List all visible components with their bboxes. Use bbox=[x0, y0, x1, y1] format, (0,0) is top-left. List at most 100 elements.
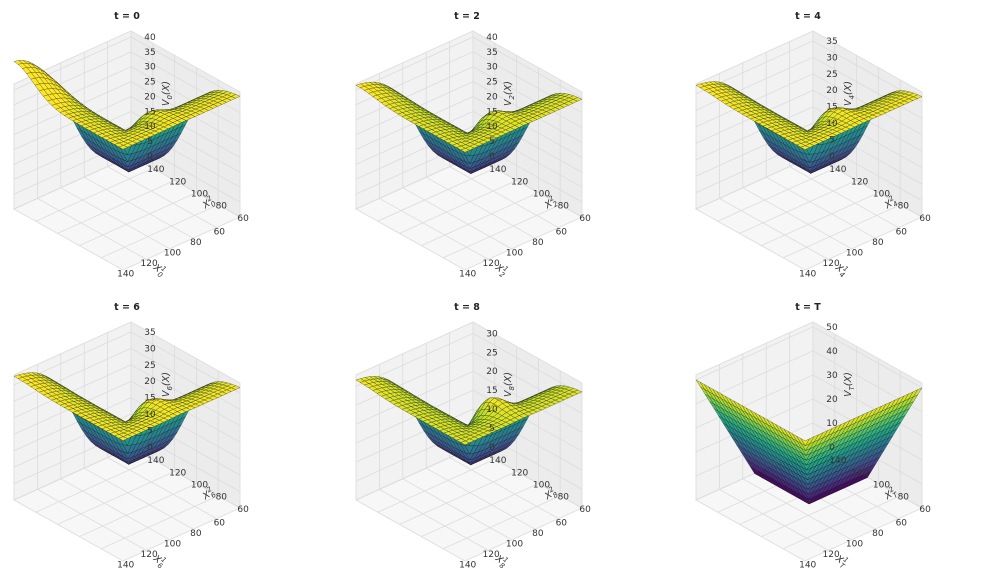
x-tick-label: 80 bbox=[872, 529, 884, 539]
z-tick-label: 5 bbox=[147, 137, 153, 147]
z-tick-label: 15 bbox=[826, 103, 837, 113]
gridline bbox=[84, 467, 194, 530]
z-tick-label: 10 bbox=[144, 410, 156, 420]
gridline bbox=[789, 166, 899, 228]
gridline bbox=[426, 176, 536, 239]
y-tick-label: 60 bbox=[237, 214, 249, 224]
z-tick-label: 10 bbox=[486, 122, 498, 132]
x-tick-label: 140 bbox=[459, 561, 476, 571]
z-tick-label: 35 bbox=[144, 328, 155, 338]
z-tick-label: 0 bbox=[147, 443, 153, 453]
z-tick-label: 50 bbox=[826, 323, 838, 333]
subplot-t4: t = 4 140 120 100 80 60 60 80 100 120 140 0 5 10 15 20 2… bbox=[694, 11, 931, 280]
x-tick-label: 60 bbox=[896, 227, 908, 237]
z-tick-label: 40 bbox=[144, 33, 156, 43]
subplot-title: t = 6 bbox=[114, 302, 140, 313]
gridline bbox=[355, 51, 583, 114]
surface bbox=[695, 81, 923, 174]
subplot-title: t = 4 bbox=[795, 11, 821, 22]
z-tick-label: 40 bbox=[486, 33, 498, 43]
z-tick-label: 0 bbox=[147, 152, 153, 162]
z-tick-label: 5 bbox=[489, 137, 495, 147]
gridline bbox=[13, 36, 241, 99]
gridline bbox=[443, 204, 561, 259]
z-tick-label: 30 bbox=[486, 329, 498, 339]
gridline bbox=[719, 198, 829, 260]
gridline bbox=[13, 125, 241, 188]
z-tick-label: 35 bbox=[826, 37, 837, 47]
z-tick-label: 20 bbox=[144, 377, 156, 387]
x-tick-label: 140 bbox=[799, 561, 816, 571]
z-tick-label: 10 bbox=[486, 405, 498, 415]
x-tick-label: 120 bbox=[483, 259, 500, 269]
y-tick-label: 140 bbox=[147, 165, 164, 175]
surface bbox=[13, 372, 241, 465]
y-tick-label: 100 bbox=[191, 190, 208, 200]
gridline bbox=[13, 110, 241, 173]
z-tick-label: 15 bbox=[486, 386, 497, 396]
z-tick-label: 5 bbox=[829, 136, 835, 146]
y-tick-label: 100 bbox=[533, 190, 550, 200]
subplot-t0: t = 0 140 120 100 80 60 60 80 100 120 140 0 5 10 15 20 2… bbox=[12, 11, 249, 280]
x-tick-label: 140 bbox=[459, 270, 476, 280]
z-tick-label: 30 bbox=[144, 344, 156, 354]
surface-facet bbox=[800, 145, 810, 150]
y-tick-label: 80 bbox=[898, 493, 910, 503]
gridline bbox=[37, 489, 147, 551]
z-tick-label: 25 bbox=[144, 361, 155, 371]
gridline bbox=[402, 187, 512, 250]
z-tick-label: 20 bbox=[826, 86, 838, 96]
subplot-t6: t = 614012010080606080100120140051015202… bbox=[12, 302, 249, 571]
y-tick-label: 60 bbox=[579, 505, 591, 515]
y-tick-label: 80 bbox=[558, 202, 570, 212]
x-tick-label: 100 bbox=[506, 540, 523, 550]
subplot-t2: t = 2 140 120 100 80 60 60 80 100 120 140 0 5 10 15 20 2… bbox=[354, 11, 591, 280]
subplot-title: t = 8 bbox=[454, 302, 480, 313]
y-tick-label: 60 bbox=[919, 505, 931, 515]
x-tick-label: 80 bbox=[190, 529, 202, 539]
gridline bbox=[421, 192, 539, 246]
x-tick-label: 140 bbox=[117, 561, 134, 571]
x-tick-label: 80 bbox=[532, 238, 544, 248]
y-tick-label: 60 bbox=[919, 214, 931, 224]
gridline bbox=[761, 192, 879, 246]
gridline bbox=[449, 166, 559, 228]
gridline bbox=[783, 204, 901, 259]
gridline bbox=[739, 180, 857, 234]
gridline bbox=[57, 180, 175, 234]
z-tick-label: 15 bbox=[144, 394, 155, 404]
y-tick-label: 80 bbox=[216, 202, 228, 212]
x-tick-label: 100 bbox=[164, 249, 181, 259]
z-tick-label: 20 bbox=[486, 92, 498, 102]
gridline bbox=[13, 413, 241, 476]
x-tick-label: 60 bbox=[556, 518, 568, 528]
z-tick-label: 35 bbox=[486, 48, 497, 58]
x-tick-label: 140 bbox=[117, 270, 134, 280]
z-tick-label: 25 bbox=[826, 70, 837, 80]
z-tick-label: 0 bbox=[829, 152, 835, 162]
gridline bbox=[355, 81, 583, 143]
z-tick-label: 20 bbox=[826, 395, 838, 405]
x-tick-label: 60 bbox=[214, 518, 226, 528]
x-tick-label: 60 bbox=[556, 227, 568, 237]
y-tick-label: 140 bbox=[829, 165, 846, 175]
z-tick-label: 30 bbox=[144, 63, 156, 73]
z-tick-label: 0 bbox=[829, 443, 835, 453]
gridline bbox=[101, 495, 219, 550]
y-tick-label: 140 bbox=[489, 456, 506, 466]
gridline bbox=[766, 176, 876, 239]
subplot-title: t = T bbox=[795, 302, 821, 313]
gridline bbox=[101, 204, 219, 259]
gridline bbox=[355, 96, 583, 158]
z-axis-label: V2(X) bbox=[503, 81, 516, 106]
x-tick-label: 120 bbox=[823, 259, 840, 269]
gridline bbox=[79, 483, 197, 537]
subplot-title: t = 0 bbox=[114, 11, 140, 22]
gridline bbox=[35, 167, 153, 222]
z-tick-label: 25 bbox=[486, 78, 497, 88]
gridline bbox=[60, 187, 170, 250]
gridline bbox=[79, 192, 197, 246]
gridline bbox=[355, 36, 583, 99]
surface-facet bbox=[460, 148, 470, 153]
